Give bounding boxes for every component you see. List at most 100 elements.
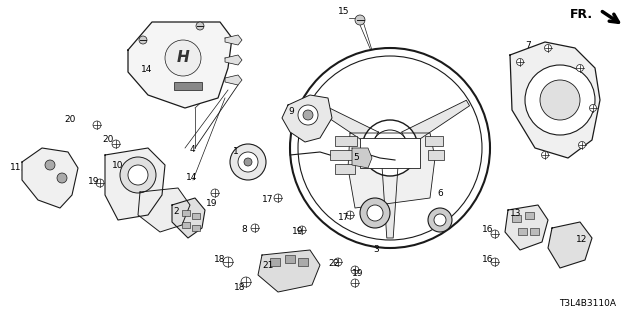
Circle shape [360, 198, 390, 228]
Text: 4: 4 [189, 146, 195, 155]
Bar [335, 164, 355, 174]
Polygon shape [172, 198, 205, 238]
Text: T3L4B3110A: T3L4B3110A [559, 299, 616, 308]
Text: 22: 22 [328, 260, 340, 268]
Bar [330, 150, 352, 160]
Circle shape [241, 277, 251, 287]
Circle shape [589, 105, 596, 111]
Bar [512, 215, 521, 222]
Text: 5: 5 [353, 154, 359, 163]
Bar [518, 228, 527, 235]
Bar [270, 258, 280, 266]
Text: 17: 17 [339, 212, 349, 221]
Text: 12: 12 [576, 236, 588, 244]
Polygon shape [22, 148, 78, 208]
Circle shape [428, 208, 452, 232]
Circle shape [491, 258, 499, 266]
Circle shape [545, 44, 552, 52]
Text: 3: 3 [373, 245, 379, 254]
Polygon shape [401, 100, 470, 146]
Circle shape [290, 48, 490, 248]
Text: 20: 20 [64, 116, 76, 124]
Polygon shape [225, 75, 242, 85]
Text: 19: 19 [292, 228, 304, 236]
Circle shape [298, 105, 318, 125]
Bar [192, 213, 200, 219]
Polygon shape [138, 188, 190, 232]
Bar [174, 82, 202, 90]
Circle shape [382, 140, 398, 156]
Circle shape [196, 22, 204, 30]
Polygon shape [105, 148, 165, 220]
Circle shape [579, 141, 586, 148]
Text: 6: 6 [437, 189, 443, 198]
Text: FR.: FR. [570, 7, 593, 20]
Polygon shape [510, 42, 600, 158]
Circle shape [351, 266, 359, 274]
Circle shape [577, 65, 584, 71]
Text: 2: 2 [173, 207, 179, 217]
Text: 13: 13 [510, 210, 522, 219]
Text: 20: 20 [102, 135, 114, 145]
Circle shape [298, 226, 306, 234]
Text: 14: 14 [141, 66, 153, 75]
Bar [425, 136, 443, 146]
Polygon shape [348, 133, 435, 208]
Circle shape [541, 151, 548, 158]
Circle shape [274, 194, 282, 202]
Polygon shape [258, 250, 320, 292]
Polygon shape [382, 166, 398, 238]
Circle shape [334, 258, 342, 266]
Text: 19: 19 [352, 269, 364, 278]
Circle shape [372, 130, 408, 166]
Text: 17: 17 [262, 196, 274, 204]
Bar [182, 210, 190, 216]
Text: 18: 18 [234, 283, 246, 292]
Bar [525, 212, 534, 219]
Text: H: H [177, 51, 189, 66]
Bar [360, 138, 420, 168]
Text: 15: 15 [339, 7, 349, 17]
Circle shape [45, 160, 55, 170]
Circle shape [351, 279, 359, 287]
Bar [298, 258, 308, 266]
Circle shape [367, 205, 383, 221]
Circle shape [525, 65, 595, 135]
Circle shape [434, 214, 446, 226]
Text: 7: 7 [525, 42, 531, 51]
Polygon shape [225, 35, 242, 45]
Circle shape [491, 230, 499, 238]
Polygon shape [352, 148, 372, 168]
Bar [192, 225, 200, 231]
Text: 14: 14 [186, 173, 198, 182]
Text: 8: 8 [241, 226, 247, 235]
Circle shape [93, 121, 101, 129]
Circle shape [96, 179, 104, 187]
Text: 10: 10 [112, 161, 124, 170]
Circle shape [223, 257, 233, 267]
Text: 11: 11 [10, 164, 22, 172]
Text: 16: 16 [483, 255, 493, 265]
Circle shape [211, 189, 219, 197]
Circle shape [238, 152, 258, 172]
Circle shape [362, 120, 418, 176]
Circle shape [355, 15, 365, 25]
Polygon shape [505, 205, 548, 250]
Circle shape [128, 165, 148, 185]
Circle shape [165, 40, 201, 76]
Text: 9: 9 [288, 108, 294, 116]
Circle shape [112, 140, 120, 148]
Circle shape [57, 173, 67, 183]
Text: 1: 1 [233, 148, 239, 156]
Polygon shape [128, 22, 232, 108]
Circle shape [540, 80, 580, 120]
Bar [285, 255, 295, 263]
Text: 19: 19 [88, 178, 100, 187]
Circle shape [244, 158, 252, 166]
Bar [182, 222, 190, 228]
Circle shape [516, 59, 524, 66]
Circle shape [303, 110, 313, 120]
Circle shape [298, 56, 482, 240]
Polygon shape [282, 95, 332, 142]
Polygon shape [225, 55, 242, 65]
